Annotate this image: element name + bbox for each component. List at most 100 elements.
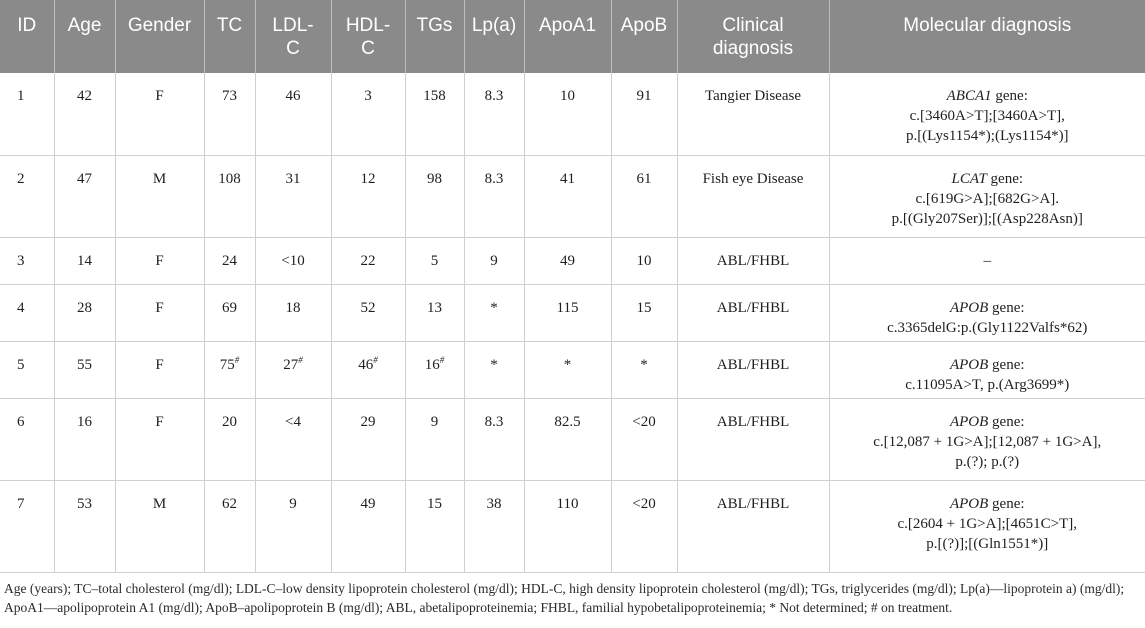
id-cell-value: 3: [17, 252, 25, 269]
gene-suffix: gene:: [988, 356, 1025, 373]
tgs-cell: 16#: [405, 341, 465, 399]
apob-cell-value: *: [640, 356, 648, 373]
age-cell-value: 47: [77, 170, 92, 187]
header-row: ID Age Gender TC LDL-C HDL-C TGs Lp(a) A…: [0, 0, 1145, 73]
lpa-cell: 9: [464, 237, 525, 285]
apoa1-cell: 115: [524, 284, 612, 342]
header-hdl-c: HDL-C: [331, 0, 406, 73]
gender-cell: M: [115, 155, 205, 238]
lpa-cell-value: 8.3: [484, 413, 504, 430]
header-tc: TC: [204, 0, 256, 73]
molecular-diagnosis-cell: APOB gene: c.[12,087 + 1G>A];[12,087 + 1G…: [829, 398, 1145, 481]
age-cell-value: 55: [77, 356, 92, 373]
variant-line: c.3365delG:p.(Gly1122Valfs*62): [887, 319, 1088, 336]
header-molecular-diagnosis: Molecular diagnosis: [829, 0, 1145, 73]
ldl-c-cell-value: 27: [283, 356, 299, 373]
gender-cell: F: [115, 284, 205, 342]
age-cell-value: 16: [77, 413, 92, 430]
clinical-diagnosis-cell: ABL/FHBL: [677, 480, 830, 573]
variant-line: c.[2604 + 1G>A];[4651C>T],: [897, 515, 1078, 532]
gene-suffix: gene:: [986, 170, 1024, 187]
gene-line: APOB gene:: [836, 494, 1140, 514]
ldl-c-cell: <4: [255, 398, 332, 481]
lpa-cell: *: [464, 341, 525, 399]
apob-cell-value: 15: [636, 299, 652, 316]
id-cell: 7: [0, 480, 55, 573]
ldl-c-cell-value: 31: [285, 170, 301, 187]
ldl-c-cell: 46: [255, 73, 332, 156]
table-row: 1 42 F 73 46 3 158 8.3 10 91 Tangier Disease ABCA1 …: [0, 73, 1145, 156]
apoa1-cell-value: 82.5: [554, 413, 581, 430]
age-cell: 53: [54, 480, 116, 573]
header-ldl-c: LDL-C: [255, 0, 332, 73]
clinical-diagnosis-cell: Tangier Disease: [677, 73, 830, 156]
tc-cell: 108: [204, 155, 256, 238]
gene-suffix: gene:: [988, 495, 1025, 512]
age-cell: 42: [54, 73, 116, 156]
apoa1-cell: 82.5: [524, 398, 612, 481]
gene-name: APOB: [949, 413, 989, 430]
gender-cell-value: M: [152, 495, 167, 512]
clinical-diagnosis-cell-value: Fish eye Disease: [702, 170, 804, 187]
hdl-c-cell-value: 12: [360, 170, 376, 187]
tgs-cell: 13: [405, 284, 465, 342]
gene-name: ABCA1: [946, 88, 992, 104]
apoa1-cell: 110: [524, 480, 612, 573]
tgs-cell-value: 15: [427, 495, 442, 512]
tc-cell: 75#: [204, 341, 256, 399]
id-cell: 4: [0, 284, 55, 342]
hdl-c-cell: 12: [331, 155, 406, 238]
header-id: ID: [0, 0, 55, 73]
gene-line: –: [836, 251, 1140, 271]
molecular-diagnosis-cell: APOB gene: c.[2604 + 1G>A];[4651C>T], p.[(…: [829, 480, 1145, 573]
apoa1-cell: 10: [524, 73, 612, 156]
clinical-diagnosis-cell-value: ABL/FHBL: [716, 299, 790, 316]
molecular-diagnosis-cell: ABCA1 gene: c.[3460A>T];[3460A>T], p.[(Lys…: [829, 73, 1145, 156]
apoa1-cell: 49: [524, 237, 612, 285]
tgs-cell: 15: [405, 480, 465, 573]
tc-cell: 62: [204, 480, 256, 573]
tc-cell-value: 75: [219, 356, 235, 373]
lpa-cell-value: 8.3: [484, 88, 504, 104]
id-cell-value: 4: [17, 299, 25, 316]
gender-cell-value: F: [155, 356, 164, 373]
apoa1-cell-value: *: [563, 356, 572, 373]
clinical-diagnosis-cell-value: ABL/FHBL: [716, 252, 790, 269]
molecular-diagnosis-cell: –: [829, 237, 1145, 285]
tgs-cell-value: 98: [427, 170, 442, 187]
molecular-diagnosis-cell: LCAT gene: c.[619G>A];[682G>A]. p.[(Gly207…: [829, 155, 1145, 238]
age-cell-value: 53: [77, 495, 92, 512]
gene-name: APOB: [949, 356, 989, 373]
apob-cell-value: <20: [632, 495, 656, 512]
apob-cell: *: [611, 341, 678, 399]
variant-line: p.[(?)];[(Gln1551*)]: [926, 535, 1049, 552]
lpa-cell: 8.3: [464, 155, 525, 238]
hdl-c-cell: 52: [331, 284, 406, 342]
header-apob: ApoB: [611, 0, 678, 73]
tc-cell: 73: [204, 73, 256, 156]
hdl-c-cell-value: 52: [360, 299, 376, 316]
age-cell-value: 28: [77, 299, 92, 316]
gender-cell-value: F: [155, 413, 164, 430]
gene-name: APOB: [949, 299, 989, 316]
table-footnote: Age (years); TC–total cholesterol (mg/dl…: [4, 580, 1125, 615]
tgs-cell-value: 5: [430, 252, 439, 269]
apoa1-cell-value: 115: [556, 299, 579, 316]
gene-line: ABCA1 gene:: [836, 86, 1140, 106]
tgs-cell-value: 16: [424, 356, 440, 373]
apob-cell: 15: [611, 284, 678, 342]
id-cell: 1: [0, 73, 55, 156]
header-apoa1: ApoA1: [524, 0, 612, 73]
gender-cell: F: [115, 73, 205, 156]
tc-cell-value: 69: [222, 299, 237, 316]
lpa-cell-value: *: [490, 356, 498, 373]
apoa1-cell-value: 41: [560, 170, 575, 187]
lpa-cell: *: [464, 284, 525, 342]
clinical-diagnosis-cell-value: ABL/FHBL: [716, 413, 790, 430]
table-row: 5 55 F 75# 27# 46# 16# * * * ABL/FHBL APOB gene: c.1…: [0, 341, 1145, 399]
hdl-c-cell-value: 22: [360, 252, 376, 269]
header-gender: Gender: [115, 0, 205, 73]
hdl-c-cell-value: 3: [364, 88, 372, 104]
variant-line: c.11095A>T, p.(Arg3699*): [905, 376, 1070, 393]
gene-suffix: –: [983, 252, 992, 269]
